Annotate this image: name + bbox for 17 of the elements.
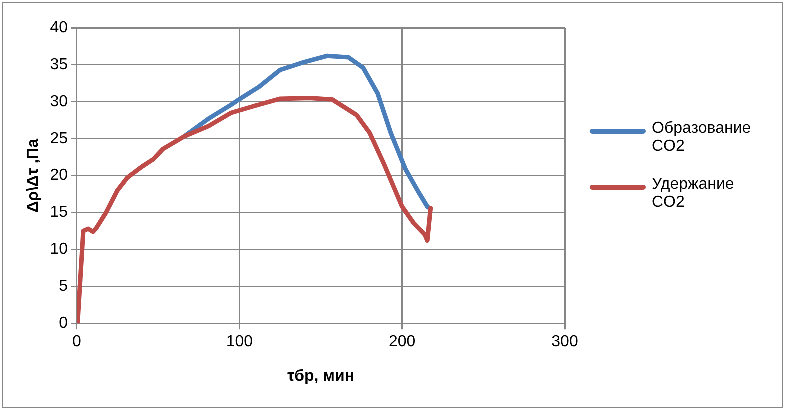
x-tick-label: 0 xyxy=(72,334,82,351)
y-axis-title: Δρ\Δτ ,Па xyxy=(25,138,42,213)
y-tick-label: 40 xyxy=(50,19,68,36)
legend-label: Образование CO2 xyxy=(652,120,752,156)
y-tick-label: 25 xyxy=(50,130,68,148)
y-tick-label: 0 xyxy=(59,315,68,332)
y-tick-label: 10 xyxy=(50,241,68,258)
x-tick-label: 300 xyxy=(552,334,578,351)
y-tick-label: 20 xyxy=(50,167,68,184)
x-tick-label: 200 xyxy=(388,334,416,351)
x-axis-title: τбр, мин xyxy=(287,368,355,385)
legend-label: Удержание CO2 xyxy=(652,176,736,212)
y-tick-label: 15 xyxy=(50,204,68,222)
y-tick-label: 35 xyxy=(50,56,68,74)
y-tick-label: 5 xyxy=(59,278,68,296)
x-tick-label: 100 xyxy=(226,334,254,351)
y-tick-label: 30 xyxy=(50,93,68,110)
